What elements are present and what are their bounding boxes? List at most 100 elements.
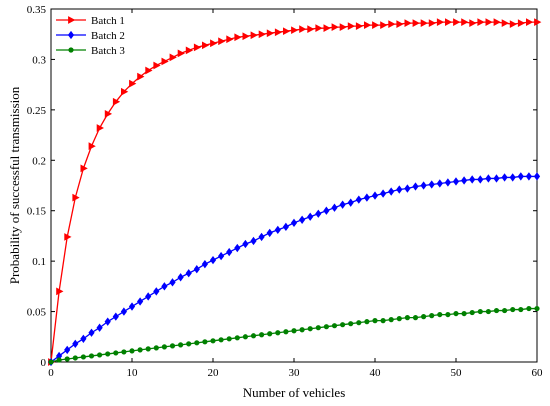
- data-point: [501, 173, 508, 182]
- data-point: [267, 331, 273, 337]
- data-point: [517, 172, 524, 181]
- data-point: [485, 308, 491, 315]
- data-point: [420, 314, 427, 320]
- data-point: [501, 307, 508, 314]
- data-point: [121, 349, 127, 355]
- data-point: [339, 322, 346, 328]
- data-point: [266, 29, 275, 38]
- data-point: [145, 292, 152, 301]
- y-tick-label: 0.1: [32, 256, 46, 268]
- data-point: [48, 359, 54, 365]
- data-point: [331, 323, 338, 329]
- data-point: [412, 19, 420, 27]
- x-tick-label: 0: [48, 367, 54, 379]
- data-point: [461, 176, 468, 185]
- data-point: [331, 23, 339, 32]
- data-point: [436, 179, 443, 188]
- data-point: [517, 19, 526, 27]
- y-tick-label: 0.05: [27, 307, 47, 319]
- data-point: [437, 311, 443, 318]
- series-2: [47, 172, 541, 367]
- data-point: [153, 287, 160, 296]
- data-point: [64, 345, 71, 355]
- data-point: [161, 282, 168, 291]
- data-point: [404, 19, 412, 27]
- series-3: [48, 305, 540, 365]
- data-point: [347, 198, 354, 207]
- data-point: [202, 339, 208, 345]
- data-point: [112, 97, 121, 106]
- data-point: [331, 203, 338, 212]
- data-point: [80, 334, 87, 343]
- data-point: [145, 346, 151, 352]
- data-point: [72, 355, 78, 361]
- data-point: [380, 189, 387, 198]
- data-point: [461, 18, 469, 26]
- y-axis-title: Probability of successful transmission: [7, 86, 22, 284]
- legend-marker: [68, 16, 76, 24]
- data-point: [275, 330, 281, 336]
- data-point: [161, 57, 169, 66]
- data-point: [356, 320, 362, 326]
- data-point: [113, 350, 119, 356]
- data-point: [388, 317, 394, 323]
- y-tick-label: 0: [41, 357, 47, 369]
- x-tick-label: 10: [127, 367, 139, 379]
- data-point: [307, 25, 315, 34]
- data-point: [372, 318, 378, 324]
- data-point: [274, 28, 283, 37]
- data-point: [299, 25, 307, 34]
- data-point: [178, 342, 184, 348]
- data-point: [404, 315, 410, 321]
- data-point: [177, 273, 184, 282]
- data-point: [242, 239, 249, 249]
- data-point: [428, 180, 435, 189]
- data-point: [282, 222, 289, 232]
- legend-item: Batch 3: [56, 45, 125, 57]
- data-point: [436, 18, 445, 26]
- data-point: [323, 324, 329, 330]
- data-point: [96, 323, 103, 332]
- data-point: [128, 302, 136, 311]
- data-point: [477, 308, 483, 315]
- data-point: [121, 87, 129, 96]
- data-point: [72, 339, 79, 349]
- data-point: [258, 232, 265, 242]
- data-point: [209, 255, 217, 265]
- data-point: [145, 66, 153, 75]
- data-point: [299, 327, 305, 333]
- data-point: [226, 35, 234, 44]
- data-point: [299, 215, 306, 224]
- data-point: [137, 72, 145, 81]
- data-point: [396, 316, 402, 322]
- data-point: [420, 19, 428, 27]
- data-point: [469, 309, 475, 316]
- data-point: [477, 175, 484, 184]
- data-point: [218, 251, 225, 261]
- data-point: [291, 328, 297, 334]
- data-point: [186, 341, 192, 347]
- data-point: [242, 334, 248, 340]
- data-point: [218, 337, 224, 343]
- x-tick-label: 40: [370, 367, 382, 379]
- data-point: [96, 124, 104, 132]
- data-point: [388, 20, 396, 28]
- data-point: [169, 278, 176, 287]
- data-point: [453, 310, 459, 317]
- data-point: [380, 318, 386, 324]
- data-point: [105, 351, 111, 357]
- legend-marker: [68, 47, 74, 53]
- data-point: [210, 338, 216, 344]
- data-point: [104, 317, 111, 326]
- data-point: [274, 225, 281, 235]
- data-point: [104, 110, 113, 118]
- x-tick-label: 60: [532, 367, 544, 379]
- data-point: [372, 21, 380, 30]
- data-point: [80, 164, 88, 173]
- data-point: [129, 79, 137, 88]
- data-point: [429, 313, 435, 319]
- data-point: [339, 200, 346, 209]
- data-point: [218, 37, 226, 46]
- legend-item: Batch 1: [56, 15, 125, 27]
